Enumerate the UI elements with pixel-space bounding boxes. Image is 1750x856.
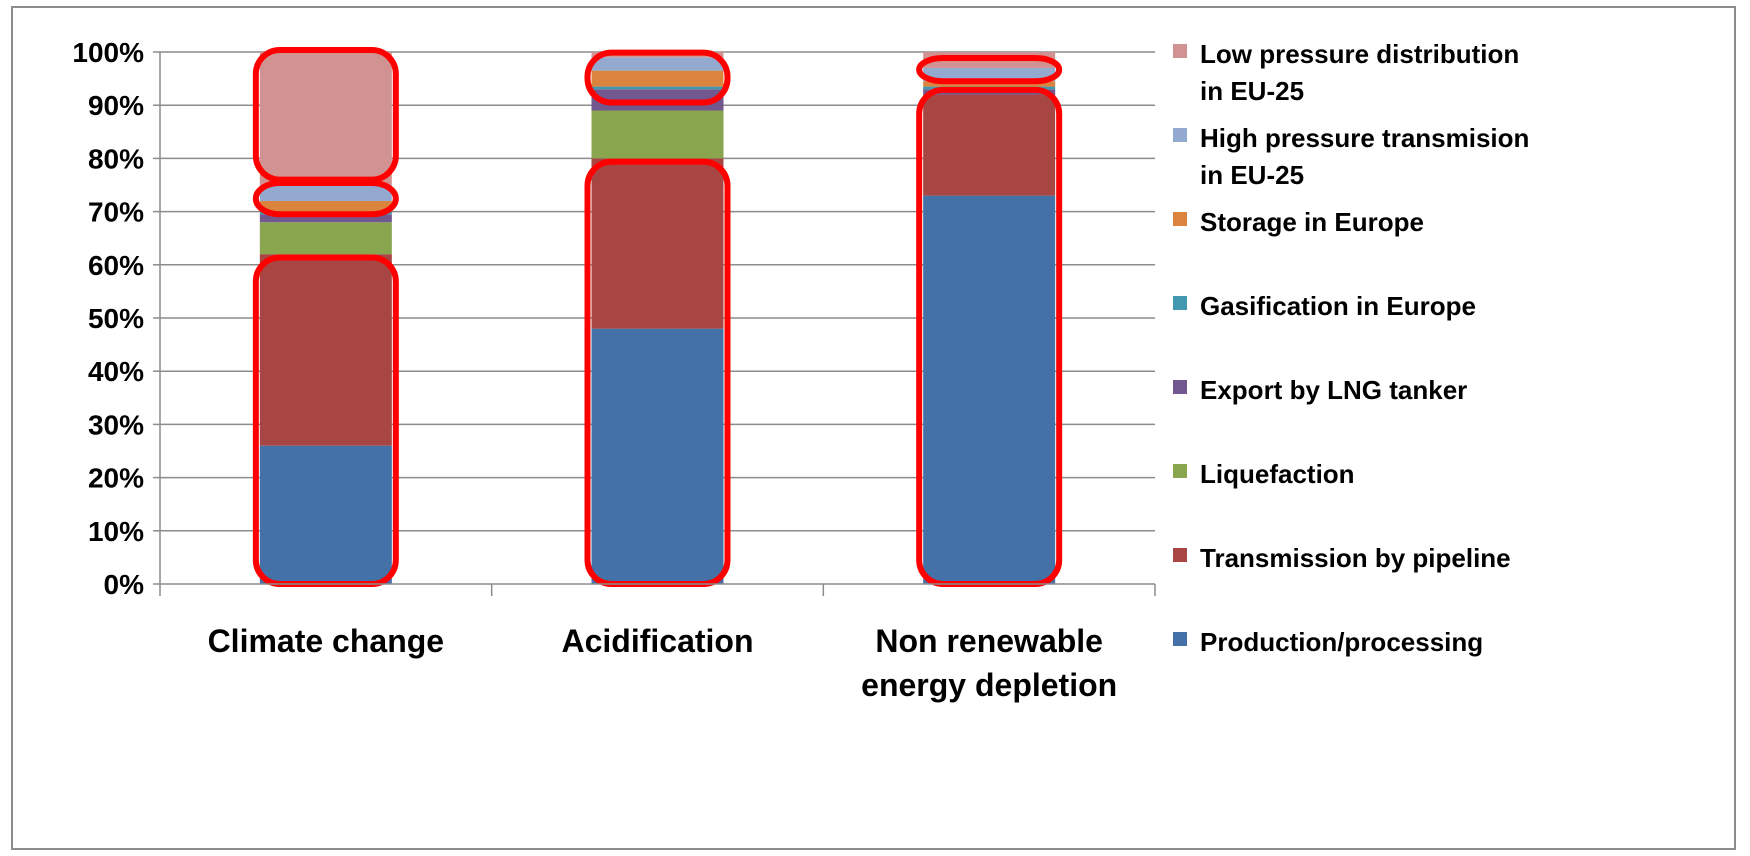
- bar-segment: [259, 185, 392, 201]
- y-tick-label: 0%: [104, 569, 145, 600]
- legend-label: Storage in Europe: [1200, 207, 1424, 237]
- bar-segment: [591, 328, 724, 584]
- legend-swatch: [1173, 128, 1187, 142]
- bar-segment: [259, 200, 392, 212]
- bar-segment: [591, 70, 724, 87]
- bar-segment: [259, 222, 392, 255]
- legend-swatch: [1173, 380, 1187, 394]
- legend-label: Transmission by pipeline: [1200, 543, 1511, 573]
- legend-label: Low pressure distribution in EU-25: [1200, 39, 1519, 106]
- legend-label: Gasification in Europe: [1200, 291, 1476, 321]
- x-category-label: Climate change: [208, 623, 445, 659]
- legend: Low pressure distribution in EU-25 High pr…: [1173, 39, 1529, 657]
- bar-segment: [259, 214, 392, 223]
- bar-segment: [923, 67, 1056, 82]
- y-tick-label: 20%: [88, 463, 144, 494]
- bar-segment: [591, 57, 724, 71]
- legend-label: Liquefaction: [1200, 459, 1355, 489]
- bar-segment: [591, 86, 724, 90]
- y-tick-label: 60%: [88, 250, 144, 281]
- legend-swatch: [1173, 296, 1187, 310]
- y-tick-label: 10%: [88, 516, 144, 547]
- y-tick-label: 70%: [88, 197, 144, 228]
- y-tick-label: 100%: [72, 37, 144, 68]
- legend-label: High pressure transmision in EU-25: [1200, 123, 1529, 190]
- bar-segment: [259, 52, 392, 185]
- legend-swatch: [1173, 464, 1187, 478]
- x-category-label: Acidification: [561, 623, 753, 659]
- highlight-box: [252, 47, 399, 183]
- y-tick-label: 80%: [88, 143, 144, 174]
- highlight-box: [916, 54, 1063, 85]
- highlight-box: [252, 180, 399, 218]
- legend-label: Export by LNG tanker: [1200, 375, 1467, 405]
- y-tick-label: 90%: [88, 90, 144, 121]
- legend-swatch: [1173, 548, 1187, 562]
- axes: [153, 51, 1156, 596]
- y-tick-labels: 0% 10% 20% 30% 40% 50% 60% 70% 80% 90% 100%: [72, 37, 144, 600]
- y-tick-label: 40%: [88, 356, 144, 387]
- bar-segment: [259, 254, 392, 446]
- x-category-labels: Climate change Acidification Non renewable…: [208, 623, 1118, 703]
- bar-segment: [591, 158, 724, 329]
- bar-segment: [923, 195, 1056, 584]
- highlight-box: [584, 49, 731, 106]
- legend-swatch: [1173, 44, 1187, 58]
- bar-segment: [591, 110, 724, 159]
- y-tick-label: 30%: [88, 409, 144, 440]
- bars: [259, 52, 1056, 584]
- legend-swatch: [1173, 632, 1187, 646]
- x-category-label: Non renewable energy depletion: [861, 623, 1117, 703]
- y-tick-label: 50%: [88, 303, 144, 334]
- legend-swatch: [1173, 212, 1187, 226]
- bar-segment: [923, 94, 1056, 196]
- bar-segment: [259, 445, 392, 584]
- legend-label: Production/processing: [1200, 627, 1483, 657]
